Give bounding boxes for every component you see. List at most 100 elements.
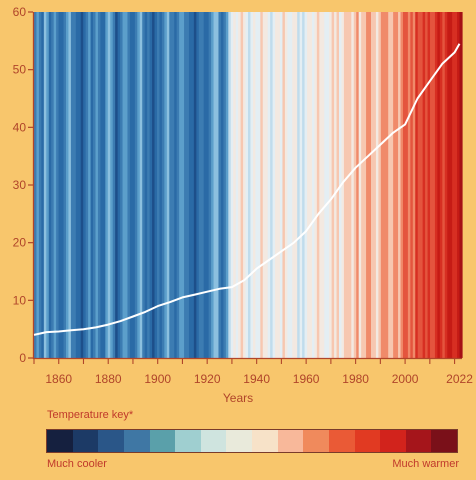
stripe-1928	[225, 12, 229, 358]
stripe-1870	[83, 12, 87, 358]
stripe-1879	[105, 12, 109, 358]
stripe-1919	[203, 12, 207, 358]
stripe-1937	[248, 12, 252, 358]
key-swatch-0	[47, 430, 73, 452]
stripe-1971	[331, 12, 335, 358]
stripe-1941	[257, 12, 261, 358]
stripe-1918	[201, 12, 205, 358]
x-tick-label-1900: 1900	[144, 372, 171, 386]
stripe-1923	[213, 12, 217, 358]
stripe-2003	[410, 12, 414, 358]
x-tick-label-1860: 1860	[45, 372, 72, 386]
stripe-1890	[132, 12, 136, 358]
stripe-1858	[53, 12, 57, 358]
stripe-1853	[41, 12, 45, 358]
stripe-1992	[383, 12, 387, 358]
stripe-1977	[346, 12, 350, 358]
stripe-1903	[164, 12, 168, 358]
stripe-2018	[447, 12, 451, 358]
stripe-1924	[216, 12, 220, 358]
stripe-1952	[284, 12, 288, 358]
stripe-1997	[395, 12, 399, 358]
stripe-1980	[353, 12, 357, 358]
stripe-1942	[260, 12, 264, 358]
stripe-1983	[361, 12, 365, 358]
key-high-label: Much warmer	[392, 458, 459, 470]
stripe-1900	[156, 12, 161, 358]
stripe-1961	[307, 12, 311, 358]
stripe-1852	[38, 12, 42, 358]
stripe-2010	[427, 12, 431, 358]
stripe-1868	[78, 12, 82, 358]
stripe-1998	[398, 12, 402, 358]
stripe-1883	[115, 12, 119, 358]
stripe-1876	[97, 12, 102, 358]
stripe-1856	[48, 12, 52, 358]
stripe-1893	[139, 12, 143, 358]
stripe-1944	[265, 12, 269, 358]
stripe-1886	[122, 12, 126, 358]
stripe-1901	[159, 12, 163, 358]
stripe-1916	[196, 12, 200, 358]
stripe-1884	[117, 12, 121, 358]
x-tick-label-2022: 2022	[446, 372, 473, 386]
line-layer	[33, 43, 461, 336]
stripe-1945	[267, 12, 271, 358]
stripe-1863	[65, 12, 70, 358]
stripe-1904	[166, 12, 170, 358]
stripe-1915	[193, 12, 197, 358]
stripe-1872	[88, 12, 92, 358]
y-tick-label-0: 0	[19, 351, 26, 365]
stripe-1957	[297, 12, 301, 358]
axes: 0 10 20 30 40 50 60 1860 1880 1900 1920 1940 1960 198…	[13, 5, 474, 386]
stripe-1859	[56, 12, 60, 358]
stripe-1895	[144, 12, 148, 358]
stripe-1969	[326, 12, 330, 358]
key-swatch-12	[354, 430, 381, 452]
stripe-1947	[272, 12, 276, 358]
key-swatch-1	[72, 430, 99, 452]
stripe-2019	[449, 12, 453, 358]
stripe-1926	[220, 12, 224, 358]
x-tick-label-1960: 1960	[293, 372, 320, 386]
stripe-1927	[223, 12, 227, 358]
stripe-1943	[262, 12, 266, 358]
key-swatch-3	[123, 430, 150, 452]
y-tick-label-30: 30	[13, 178, 27, 192]
stripe-1965	[316, 12, 320, 358]
stripe-2013	[434, 12, 438, 358]
stripe-1877	[100, 12, 104, 358]
key-swatch-4	[149, 430, 176, 452]
temperature-key-bar	[46, 429, 458, 453]
stripe-1982	[358, 12, 362, 358]
stripe-2006	[417, 12, 421, 358]
stripe-1949	[277, 12, 281, 358]
stripe-1990	[378, 12, 382, 358]
x-tick-label-1980: 1980	[342, 372, 369, 386]
stripe-2012	[432, 12, 436, 358]
stripe-1984	[363, 12, 367, 358]
x-tick-label-1920: 1920	[194, 372, 221, 386]
stripe-2008	[422, 12, 426, 358]
stripe-1953	[287, 12, 291, 358]
stripe-1929	[228, 12, 232, 358]
stripe-1996	[393, 12, 397, 358]
stripe-1966	[319, 12, 323, 358]
stripe-1933	[238, 12, 242, 358]
x-tick-label-1880: 1880	[95, 372, 122, 386]
stripe-1880	[107, 12, 111, 358]
stripe-1989	[375, 12, 379, 358]
stripe-2002	[407, 12, 411, 358]
stripe-1935	[243, 12, 247, 358]
stripe-2016	[442, 12, 446, 358]
stripe-2007	[420, 12, 424, 358]
stripe-1914	[191, 12, 195, 358]
x-axis-title: Years	[223, 391, 253, 405]
stripe-1861	[61, 12, 65, 358]
stripe-1862	[63, 12, 67, 358]
stripe-1930	[230, 12, 234, 358]
stripe-1963	[311, 12, 316, 358]
key-swatch-5	[175, 430, 201, 452]
key-swatch-7	[226, 430, 252, 452]
stripe-1932	[235, 12, 239, 358]
